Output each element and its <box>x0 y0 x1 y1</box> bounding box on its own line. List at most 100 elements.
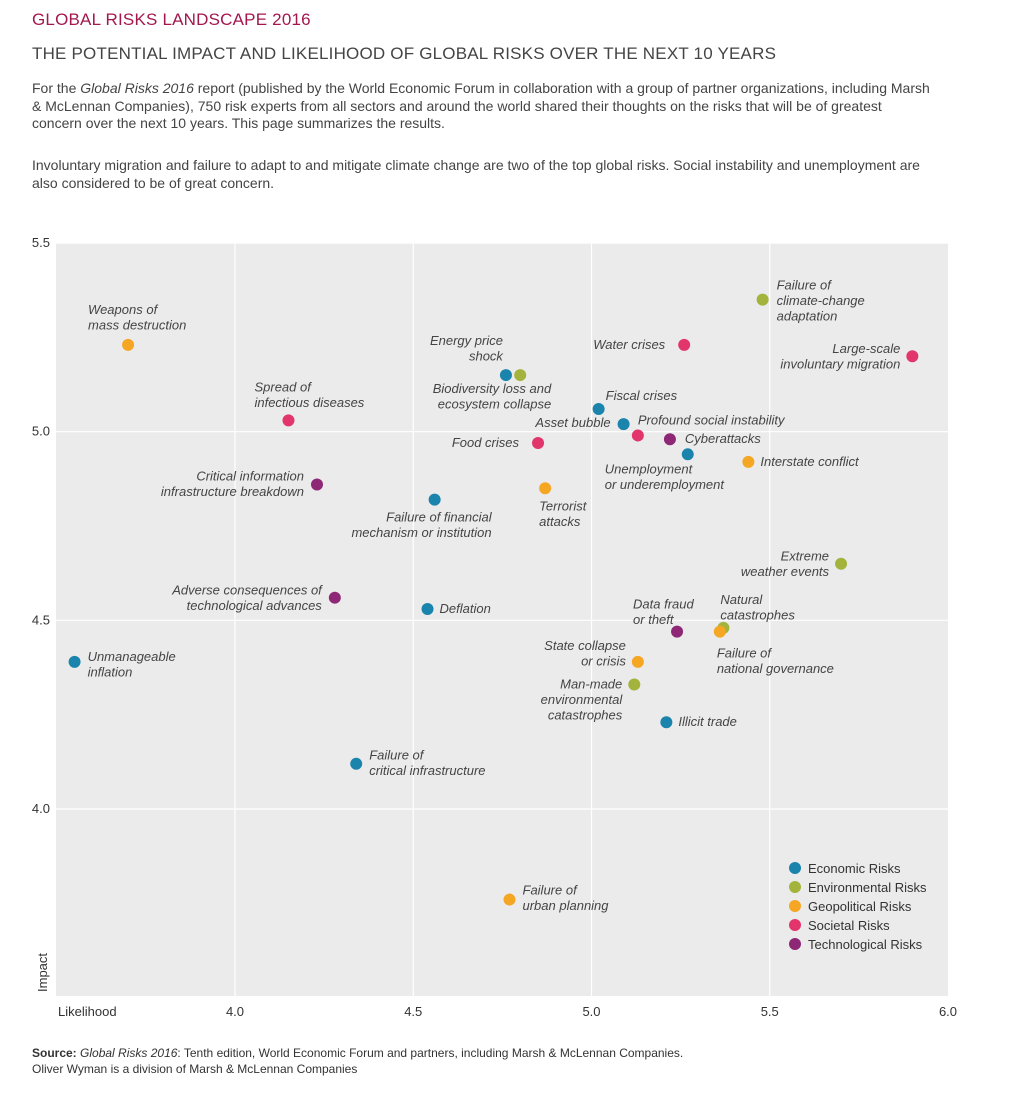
label-terrorist-attacks: Terrorist attacks <box>539 498 588 529</box>
label-interstate-conflict: Interstate conflict <box>760 454 860 469</box>
label-large-scale-involuntary-migration: Large-scale involuntary migration <box>780 341 900 372</box>
label-line: Failure of <box>717 646 773 661</box>
label-unmanageable-inflation: Unmanageable inflation <box>88 649 176 680</box>
point-weapons-of-mass-destruction <box>122 338 135 351</box>
label-line: ecosystem collapse <box>438 397 551 412</box>
point-failure-of-financial-mechanism-or-institution <box>428 493 441 506</box>
label-line: Unemployment <box>605 461 694 476</box>
label-profound-social-instability: Profound social instability <box>638 412 786 427</box>
intro-lead: For the <box>32 80 81 96</box>
label-line: Weapons of <box>88 302 159 317</box>
intro-paragraph: For the Global Risks 2016 report (publis… <box>32 80 932 133</box>
intro-paragraph-2: Involuntary migration and failure to ada… <box>32 157 920 191</box>
label-failure-of-financial-mechanism-or-institution: Failure of financial mechanism or institu… <box>351 510 492 541</box>
source-line-2: Oliver Wyman is a division of Marsh & Mc… <box>32 1062 358 1076</box>
label-energy-price-shock: Energy price shock <box>430 333 504 364</box>
label-line: Adverse consequences of <box>171 583 323 598</box>
source-label: Source: <box>32 1046 77 1060</box>
legend-label-technological-risks: Technological Risks <box>808 937 923 952</box>
point-failure-of-national-governance <box>713 625 726 638</box>
point-cyberattacks <box>663 433 676 446</box>
source-report-name: Global Risks 2016 <box>80 1046 178 1060</box>
point-water-crises <box>678 338 691 351</box>
label-line: Extreme <box>781 549 829 564</box>
legend-label-economic-risks: Economic Risks <box>808 861 901 876</box>
y-tick-label: 4.0 <box>32 801 50 816</box>
point-adverse-consequences-of-technological-advances <box>328 591 341 604</box>
label-line: mass destruction <box>88 317 186 332</box>
label-critical-information-infrastructure-breakdown: Critical information infrastructure break… <box>161 468 304 499</box>
point-data-fraud-or-theft <box>671 625 684 638</box>
point-interstate-conflict <box>742 455 755 468</box>
point-failure-of-urban-planning <box>503 893 516 906</box>
label-line: Interstate conflict <box>760 454 860 469</box>
legend-label-societal-risks: Societal Risks <box>808 918 890 933</box>
point-food-crises <box>532 436 545 449</box>
point-failure-of-climate-change-adaptation <box>756 293 769 306</box>
label-unemployment-or-underemployment: Unemployment or underemployment <box>605 461 726 492</box>
source-note: Source: Global Risks 2016: Tenth edition… <box>32 1045 683 1077</box>
page-subtitle: THE POTENTIAL IMPACT AND LIKELIHOOD OF G… <box>32 44 777 63</box>
point-failure-of-critical-infrastructure <box>350 757 363 770</box>
x-tick-label: 5.5 <box>761 1004 779 1019</box>
point-fiscal-crises <box>592 403 605 416</box>
label-line: Failure of <box>777 278 833 293</box>
point-deflation <box>421 603 434 616</box>
label-weapons-of-mass-destruction: Weapons of mass destruction <box>88 302 186 333</box>
legend-swatch-environmental-risks <box>789 881 801 893</box>
label-line: Failure of <box>369 748 425 763</box>
legend-label-geopolitical-risks: Geopolitical Risks <box>808 899 912 914</box>
label-failure-of-climate-change-adaptation: Failure of climate-change adaptation <box>777 278 865 324</box>
label-line: Data fraud <box>633 597 694 612</box>
label-line: Man-made <box>560 676 622 691</box>
point-large-scale-involuntary-migration <box>906 350 919 363</box>
y-tick-label: 5.5 <box>32 235 50 250</box>
label-failure-of-national-governance: Failure of national governance <box>717 646 834 677</box>
point-profound-social-instability <box>631 429 644 442</box>
label-water-crises: Water crises <box>593 337 665 352</box>
risk-scatter-chart: 4.0 4.5 5.0 5.5 6.0 4.0 4.5 5.0 5.5 Likelihood Imp… <box>32 235 957 1019</box>
label-data-fraud-or-theft: Data fraud or theft <box>633 597 694 628</box>
label-line: Asset bubble <box>534 415 610 430</box>
point-biodiversity-loss-and-ecosystem-collapse <box>514 369 527 382</box>
label-failure-of-urban-planning: Failure of urban planning <box>523 883 610 914</box>
label-line: climate-change <box>777 293 865 308</box>
label-line: infectious diseases <box>254 395 364 410</box>
point-illicit-trade <box>660 716 673 729</box>
legend-swatch-geopolitical-risks <box>789 900 801 912</box>
legend-swatch-societal-risks <box>789 919 801 931</box>
point-asset-bubble <box>617 418 630 431</box>
label-state-collapse-or-crisis: State collapse or crisis <box>544 638 626 669</box>
label-line: catastrophes <box>548 707 623 722</box>
label-line: inflation <box>88 664 133 679</box>
y-tick-label: 4.5 <box>32 612 50 627</box>
y-tick-label: 5.0 <box>32 424 50 439</box>
label-line: shock <box>469 349 504 364</box>
label-line: Spread of <box>254 379 312 394</box>
point-unemployment-or-underemployment <box>681 448 694 461</box>
legend-label-environmental-risks: Environmental Risks <box>808 880 927 895</box>
label-line: Critical information <box>196 468 304 483</box>
label-line: catastrophes <box>720 607 795 622</box>
label-deflation: Deflation <box>440 601 491 616</box>
y-axis-label: Impact <box>35 953 50 992</box>
point-state-collapse-or-crisis <box>631 655 644 668</box>
point-man-made-environmental-catastrophes <box>628 678 641 691</box>
label-line: Large-scale <box>832 341 900 356</box>
x-tick-label: 6.0 <box>939 1004 957 1019</box>
x-tick-label: 4.5 <box>404 1004 422 1019</box>
label-line: environmental <box>541 692 624 707</box>
legend-swatch-economic-risks <box>789 862 801 874</box>
intro-rest: report (published by the World Economic … <box>32 80 930 131</box>
label-line: adaptation <box>777 309 838 324</box>
intro-report-name: Global Risks 2016 <box>80 80 194 96</box>
point-extreme-weather-events <box>835 557 848 570</box>
label-extreme-weather-events: Extreme weather events <box>741 549 830 580</box>
point-terrorist-attacks <box>539 482 552 495</box>
label-line: Failure of financial <box>386 510 493 525</box>
label-line: or crisis <box>581 653 626 668</box>
label-line: Deflation <box>440 601 491 616</box>
x-tick-label: 5.0 <box>582 1004 600 1019</box>
label-biodiversity-loss-and-ecosystem-collapse: Biodiversity loss and ecosystem collapse <box>433 381 552 412</box>
point-spread-of-infectious-diseases <box>282 414 295 427</box>
